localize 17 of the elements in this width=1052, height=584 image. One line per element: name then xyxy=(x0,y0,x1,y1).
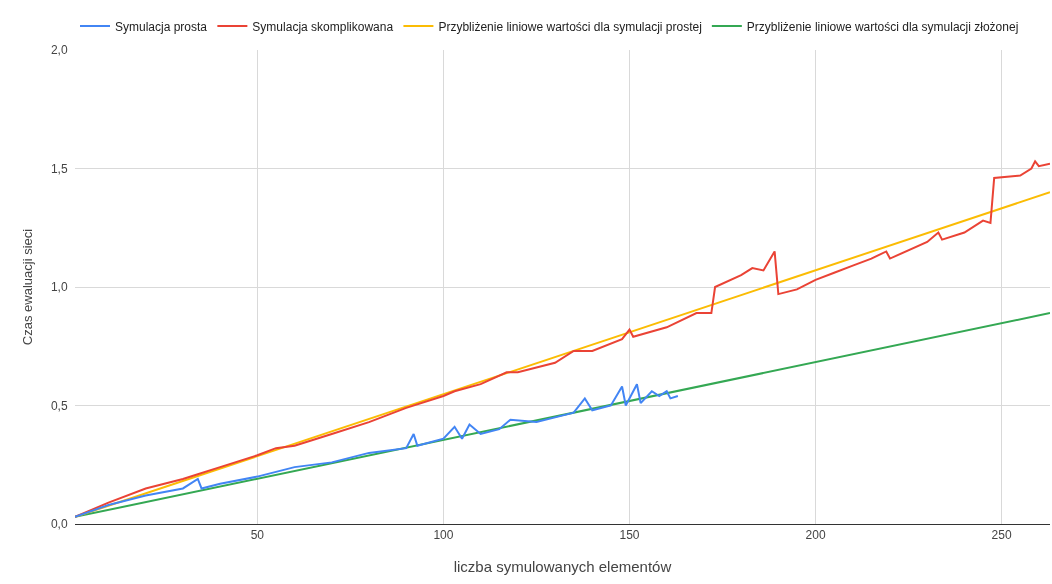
x-tick-label: 100 xyxy=(433,528,454,543)
x-tick-label: 250 xyxy=(991,528,1012,543)
y-tick-label: 0,5 xyxy=(50,398,68,413)
legend-label: Przybliżenie liniowe wartości dla symulacji złożonej xyxy=(746,19,1019,34)
x-axis-title: liczba symulowanych elementów xyxy=(453,558,672,576)
y-axis-title: Czas ewaluacji sieci xyxy=(19,228,35,346)
x-tick-label: 200 xyxy=(805,528,826,543)
x-tick-label: 150 xyxy=(619,528,640,543)
x-tick-label: 50 xyxy=(250,528,265,543)
y-tick-label: 1,0 xyxy=(50,280,68,295)
legend-label: Przybliżenie liniowe wartości dla symulacji prostej xyxy=(438,19,702,34)
line-series xyxy=(75,383,679,518)
legend-label: Symulacja skomplikowana xyxy=(252,19,394,34)
legend-label: Symulacja prosta xyxy=(115,19,208,34)
y-tick-label: 2,0 xyxy=(50,43,68,58)
y-tick-label: 0,0 xyxy=(50,517,68,532)
y-tick-label: 1,5 xyxy=(50,161,68,176)
